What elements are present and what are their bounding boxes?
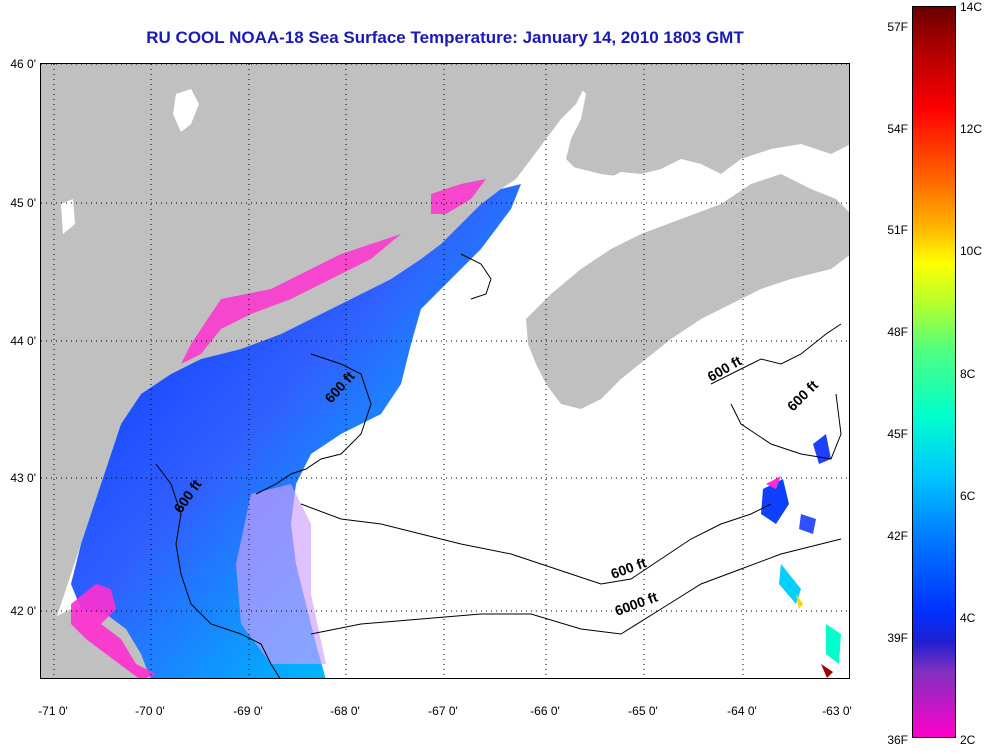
sst-scotian-shelf-patch [813, 434, 831, 464]
bay-of-fundy [511, 164, 706, 304]
longitude-label: -69 0' [233, 704, 263, 718]
contour-600ft [155, 463, 281, 678]
sst-scotian-shelf-patch [799, 514, 816, 534]
latitude-label: 43 0' [10, 471, 36, 485]
sst-scotian-shelf-patch [826, 624, 841, 664]
contour-600ft [300, 503, 772, 585]
chart-title: RU COOL NOAA-18 Sea Surface Temperature:… [146, 28, 744, 47]
sst-gulf-of-maine [71, 184, 521, 678]
contour-600ft [710, 323, 842, 385]
sst-scotian-shelf-patch [761, 479, 789, 524]
sst-scotian-shelf-patch [766, 476, 781, 489]
longitude-label: -67 0' [428, 704, 458, 718]
lake-patch [61, 199, 75, 234]
sst-scotian-shelf-patch [796, 594, 803, 609]
colorbar-fahrenheit-label: 57F [887, 20, 908, 34]
longitude-label: -64 0' [727, 704, 757, 718]
colorbar-fahrenheit-label: 54F [887, 122, 908, 136]
contour-600ft [460, 253, 492, 300]
temperature-colorbar [912, 6, 956, 738]
contour-label: 600 ft [784, 377, 821, 414]
colorbar-fahrenheit-label: 51F [887, 223, 908, 237]
sst-scotian-shelf-patch [821, 664, 833, 678]
land-new-brunswick [561, 64, 849, 182]
colorbar-celsius-label: 8C [960, 367, 976, 381]
colorbar-celsius-label: 10C [960, 244, 983, 258]
longitude-label: -71 0' [38, 704, 68, 718]
colorbar-celsius-label: 12C [960, 122, 983, 136]
map-canvas: 600 ft 600 ft 600 ft 600 ft 600 ft 6000 … [41, 64, 849, 678]
longitude-label: -65 0' [628, 704, 658, 718]
sst-map[interactable]: 600 ft 600 ft 600 ft 600 ft 600 ft 6000 … [40, 63, 850, 679]
sst-warm-patch [236, 484, 326, 664]
latitude-label: 44 0' [10, 334, 36, 348]
land-nova-scotia [526, 174, 849, 409]
colorbar-celsius-label: 2C [960, 733, 976, 747]
colorbar-fahrenheit-label: 45F [887, 427, 908, 441]
colorbar-celsius-label: 6C [960, 489, 976, 503]
contour-600ft [255, 353, 372, 495]
latitude-label: 46 0' [10, 57, 36, 71]
latitude-label: 42 0' [10, 604, 36, 618]
sst-magenta-coast [431, 179, 486, 214]
longitude-label: -66 0' [530, 704, 560, 718]
contour-label: 600 ft [705, 352, 745, 384]
colorbar-celsius-label: 14C [960, 0, 983, 14]
contour-label: 600 ft [609, 554, 649, 582]
colorbar-celsius-label: 4C [960, 611, 976, 625]
longitude-label: -68 0' [330, 704, 360, 718]
sst-magenta-coast [181, 234, 401, 364]
latitude-label: 45 0' [10, 196, 36, 210]
longitude-label: -70 0' [135, 704, 165, 718]
colorbar-fahrenheit-label: 42F [887, 529, 908, 543]
contour-6000ft [310, 538, 842, 635]
colorbar-fahrenheit-label: 48F [887, 325, 908, 339]
lake-patch [173, 89, 199, 132]
contour-600ft [730, 393, 842, 460]
longitude-label: -63 0' [822, 704, 852, 718]
graticule [41, 64, 849, 678]
colorbar-fahrenheit-label: 36F [887, 733, 908, 747]
colorbar-fahrenheit-label: 39F [887, 631, 908, 645]
sst-scotian-shelf-patch [779, 564, 801, 604]
sst-magenta-cape [71, 584, 156, 678]
